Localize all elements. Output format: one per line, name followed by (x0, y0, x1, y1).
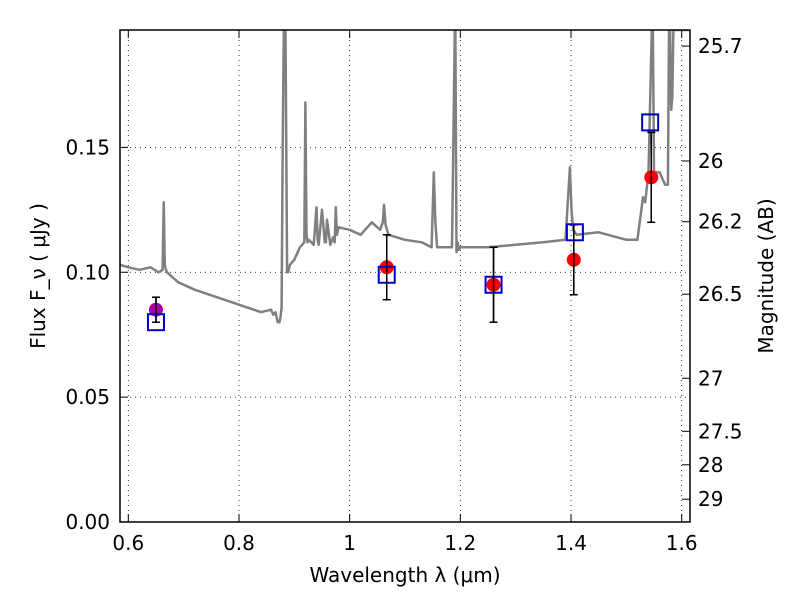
y-tick-label: 0.00 (65, 510, 110, 534)
x-tick-label: 1.4 (555, 531, 587, 555)
model-point (565, 223, 584, 242)
model-point (641, 113, 660, 132)
plot-frame (119, 29, 691, 523)
y-tick-label: 0.15 (65, 135, 110, 159)
y-right-tick-label: 27 (698, 366, 723, 390)
spectrum-line (120, 30, 690, 324)
y-right-tick-label: 27.5 (698, 419, 743, 443)
x-tick-label: 0.6 (112, 531, 144, 555)
y-right-axis-title: Magnitude (AB) (754, 198, 778, 353)
x-axis-title: Wavelength λ (μm) (309, 563, 500, 587)
x-tick-label: 0.8 (223, 531, 255, 555)
y-right-tick-label: 26.2 (698, 210, 743, 234)
axis-ticks: 0.6 0.8 1 1.2 1.4 1.6 0.00 0.05 0.10 0.15 25.7 26 26… (65, 30, 743, 555)
y-tick-label: 0.05 (65, 385, 110, 409)
x-tick-label: 1.2 (444, 531, 476, 555)
y-right-tick-label: 26.5 (698, 282, 743, 306)
y-right-tick-label: 29 (698, 487, 723, 511)
y-right-tick-label: 26 (698, 149, 723, 173)
y-right-tick-label: 25.7 (698, 34, 743, 58)
x-tick-label: 1 (343, 531, 356, 555)
grid (120, 30, 690, 522)
x-tick-label: 1.6 (666, 531, 698, 555)
y-axis-title: Flux F_ν ( μJy ) (26, 203, 50, 349)
plot-area (120, 30, 690, 332)
y-right-tick-label: 28 (698, 453, 723, 477)
y-tick-label: 0.10 (65, 260, 110, 284)
